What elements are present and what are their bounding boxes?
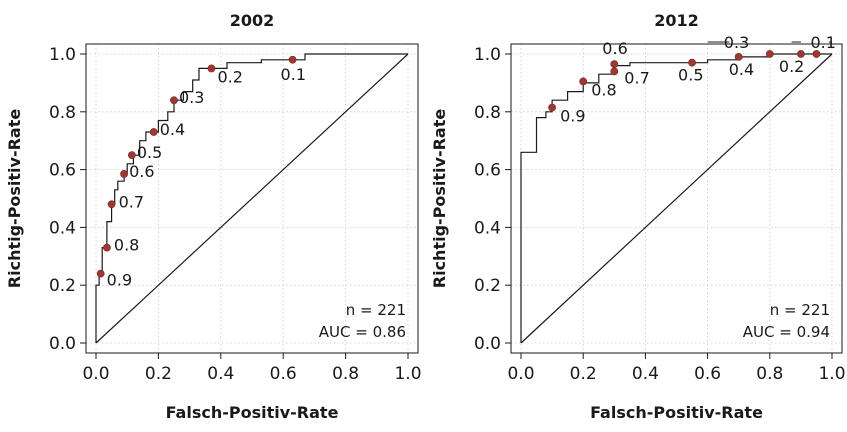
- threshold-point: [170, 96, 178, 105]
- roc-curve: [95, 53, 408, 343]
- threshold-label: 0.2: [217, 67, 242, 86]
- threshold-point: [765, 50, 774, 58]
- auc-annotation: AUC = 0.86: [319, 323, 406, 341]
- threshold-label: 0.9: [560, 106, 585, 125]
- y-tick-label: 0.2: [474, 276, 501, 296]
- threshold-label: 0.9: [107, 271, 132, 290]
- x-tick-label: 0.6: [270, 364, 297, 384]
- x-tick-label: 0.0: [507, 364, 534, 384]
- threshold-point: [96, 269, 105, 278]
- threshold-label: 0.8: [114, 236, 139, 255]
- threshold-label: 0.4: [729, 60, 754, 79]
- x-axis-title: Falsch-Positiv-Rate: [590, 403, 763, 422]
- x-tick-label: 0.8: [332, 364, 359, 384]
- threshold-label: 0.8: [591, 80, 616, 99]
- y-tick-label: 0.0: [49, 334, 76, 354]
- y-tick-label: 0.8: [49, 103, 76, 123]
- threshold-point: [579, 77, 588, 86]
- y-tick-label: 0.6: [474, 161, 501, 181]
- y-axis-title: Richtig-Positiv-Rate: [430, 109, 449, 289]
- threshold-label: 0.6: [129, 162, 154, 181]
- threshold-point: [797, 50, 805, 58]
- threshold-point: [107, 200, 116, 209]
- threshold-label: 0.1: [810, 33, 835, 52]
- threshold-point: [812, 50, 821, 58]
- threshold-label: 0.5: [137, 143, 162, 162]
- chart-panel-2012: 0.0 0.2 0.4 0.6 0.8 1.0 0.0 0.2 0.4 0.6 0.8 1.0 2012…: [430, 11, 846, 422]
- diagonal-reference-line: [520, 53, 833, 344]
- y-tick-label: 0.6: [49, 161, 76, 181]
- threshold-label: 0.5: [678, 66, 703, 85]
- threshold-point: [548, 103, 556, 112]
- threshold-point: [120, 170, 128, 178]
- threshold-point: [288, 55, 297, 64]
- threshold-point: [127, 151, 136, 160]
- sample-size-annotation: n = 221: [346, 301, 406, 319]
- threshold-label: 0.7: [119, 192, 144, 211]
- threshold-label: 0.3: [179, 88, 204, 107]
- sample-size-annotation: n = 221: [770, 301, 830, 319]
- x-tick-label: 1.0: [394, 364, 421, 384]
- threshold-label: 0.3: [724, 33, 749, 52]
- plot-frame: [510, 43, 843, 354]
- y-tick-label: 0.8: [474, 103, 501, 123]
- threshold-label: 0.1: [281, 65, 306, 84]
- chart-panel-2002: 0.0 0.2 0.4 0.6 0.8 1.0 0.0 0.2 0.4 0.6 0.8 1.0 2002…: [5, 11, 422, 422]
- x-tick-label: 0.8: [756, 364, 783, 384]
- x-tick-label: 0.4: [207, 364, 234, 384]
- x-tick-label: 0.2: [145, 364, 172, 384]
- y-tick-label: 0.4: [474, 218, 501, 238]
- y-tick-label: 0.4: [49, 218, 76, 238]
- threshold-point: [688, 58, 696, 67]
- x-tick-label: 0.4: [632, 364, 659, 384]
- y-tick-label: 0.2: [49, 276, 76, 296]
- y-tick-label: 1.0: [49, 45, 76, 65]
- auc-annotation: AUC = 0.94: [743, 323, 830, 341]
- threshold-point: [207, 64, 216, 73]
- diagonal-reference-line: [95, 53, 409, 344]
- threshold-point: [103, 243, 111, 252]
- x-tick-label: 0.6: [694, 364, 721, 384]
- y-tick-label: 1.0: [474, 45, 501, 65]
- threshold-label: 0.6: [602, 39, 627, 58]
- chart-title: 2002: [230, 11, 275, 30]
- x-tick-label: 1.0: [818, 364, 845, 384]
- x-axis-title: Falsch-Positiv-Rate: [166, 403, 339, 422]
- chart-title: 2012: [654, 11, 699, 30]
- threshold-label: 0.4: [160, 120, 185, 139]
- roc-curve: [520, 53, 832, 343]
- plot-frame: [85, 43, 419, 354]
- y-tick-label: 0.0: [474, 334, 501, 354]
- threshold-point: [734, 52, 743, 61]
- y-axis-title: Richtig-Positiv-Rate: [5, 109, 24, 289]
- threshold-point: [610, 60, 619, 69]
- threshold-point: [610, 67, 619, 76]
- threshold-point: [149, 128, 158, 136]
- x-tick-label: 0.0: [82, 364, 109, 384]
- x-tick-label: 0.2: [570, 364, 597, 384]
- threshold-label: 0.2: [779, 57, 804, 76]
- threshold-label: 0.7: [624, 68, 649, 87]
